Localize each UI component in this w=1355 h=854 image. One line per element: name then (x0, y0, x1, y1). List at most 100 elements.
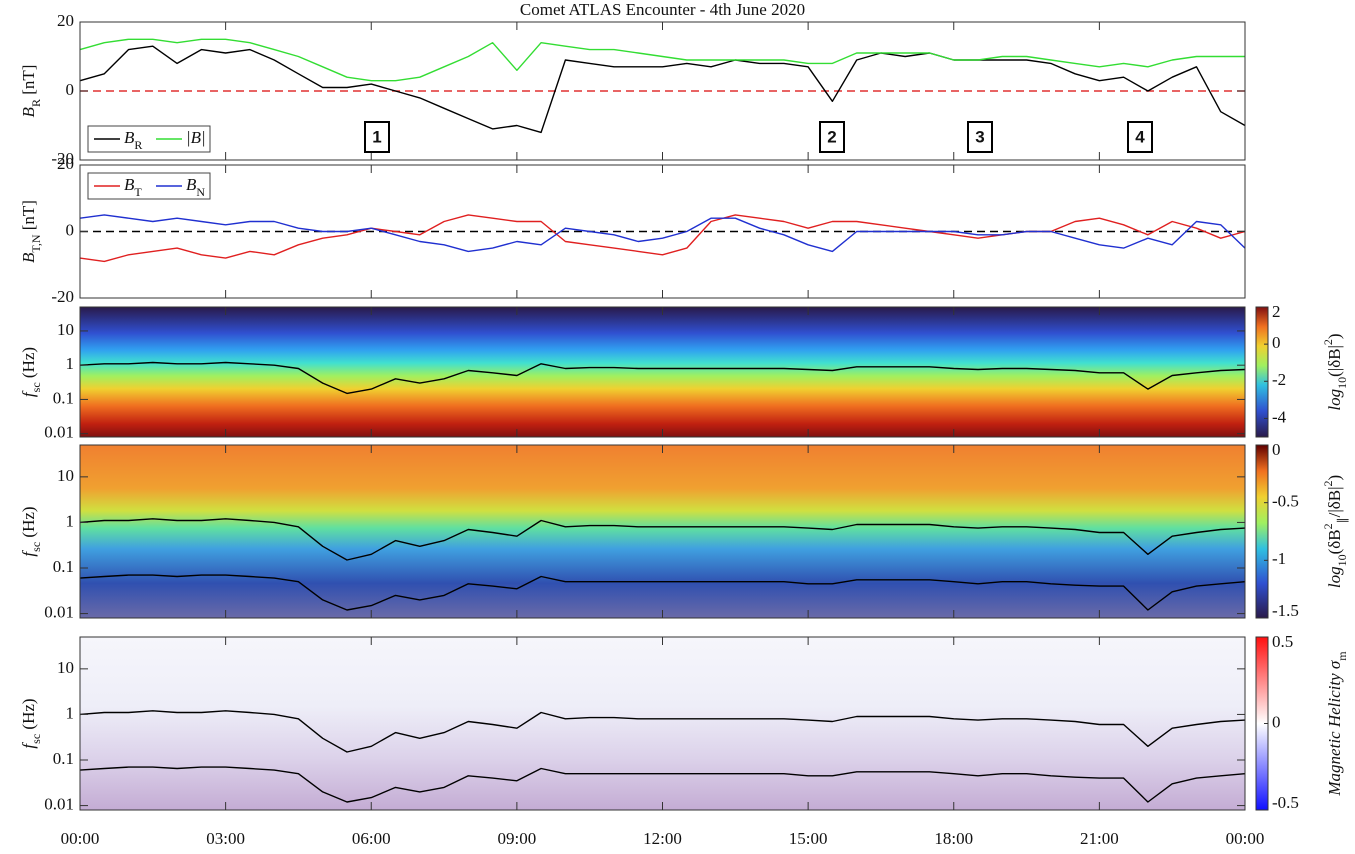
y-tick-label: 10 (57, 658, 74, 677)
y-tick-label: 10 (57, 466, 74, 485)
label-part: [nT] (19, 65, 38, 99)
y-tick-label: 0 (66, 80, 75, 99)
x-tick-label: 09:00 (498, 829, 537, 848)
label-part: Magnetic Helicity σ (1325, 660, 1344, 797)
label-part: B (124, 128, 135, 147)
label-part: N (196, 185, 205, 199)
y-tick-label: 0.1 (53, 388, 74, 407)
y-tick-label: 0.01 (44, 794, 74, 813)
x-tick-label: 15:00 (789, 829, 828, 848)
colorbar-tick-label: 0 (1272, 440, 1281, 459)
series-line (79, 710, 1246, 753)
label-part: (Hz) (19, 698, 38, 733)
chart-title: Comet ATLAS Encounter - 4th June 2020 (520, 0, 805, 19)
colorbar (1255, 306, 1269, 438)
legend-label: BT (124, 175, 142, 199)
x-tick-label: 06:00 (352, 829, 391, 848)
y-tick-label: 0.01 (44, 423, 74, 442)
y-axis-label: fsc (Hz) (19, 698, 43, 748)
label-part: m (1335, 651, 1349, 661)
label-part: R (134, 138, 142, 152)
y-axis-label: BR [nT] (19, 65, 43, 118)
colorbar (1255, 444, 1269, 619)
colorbar-tick-label: 0 (1272, 712, 1281, 731)
label-part: f (19, 390, 38, 397)
y-tick-label: 20 (57, 11, 74, 30)
x-tick-label: 00:00 (61, 829, 100, 848)
spectrogram (80, 307, 1245, 437)
label-part: (Hz) (19, 506, 38, 541)
label-part: B (19, 106, 38, 117)
label-part: T (134, 185, 142, 199)
legend-label: |B| (186, 128, 206, 147)
y-axis-label: fsc (Hz) (19, 347, 43, 397)
label-part: f (19, 742, 38, 749)
legend-label: BN (186, 175, 205, 199)
label-part: sc (29, 734, 43, 744)
label-part: (δB (1325, 529, 1344, 554)
annotation: 3 (975, 127, 984, 146)
label-part: |B| (186, 128, 206, 147)
series-line (79, 214, 1246, 253)
y-tick-label: -20 (51, 287, 74, 306)
y-tick-label: 0.1 (53, 749, 74, 768)
label-part: B (124, 175, 135, 194)
series-line (79, 38, 1245, 82)
colorbar-label: Magnetic Helicity σm (1325, 651, 1349, 797)
colorbar-tick-label: -0.5 (1272, 793, 1299, 812)
y-tick-label: 1 (66, 511, 75, 530)
annotation-box (967, 121, 993, 153)
spectrogram (80, 637, 1245, 810)
colorbar-tick-label: -1 (1272, 549, 1286, 568)
colorbar-tick-label: -2 (1272, 370, 1286, 389)
annotation-box (819, 121, 845, 153)
y-tick-label: 10 (57, 320, 74, 339)
series-line (79, 518, 1246, 561)
label-part: (Hz) (19, 347, 38, 382)
series-line (79, 574, 1246, 611)
spectrogram (80, 445, 1245, 618)
label-part: ) (1325, 475, 1344, 481)
colorbar-tick-label: 2 (1272, 302, 1281, 321)
label-part: [nT] (19, 200, 38, 234)
annotation: 1 (372, 127, 381, 146)
colorbar-tick-label: -1.5 (1272, 601, 1299, 620)
x-tick-label: 12:00 (643, 829, 682, 848)
y-tick-label: 0 (66, 220, 75, 239)
colorbar-tick-label: -0.5 (1272, 492, 1299, 511)
y-tick-label: 1 (66, 354, 75, 373)
annotation-box (364, 121, 390, 153)
annotation: 4 (1135, 127, 1145, 146)
label-part: /|δB| (1325, 487, 1344, 518)
y-tick-label: 0.1 (53, 557, 74, 576)
label-part: log (1325, 566, 1344, 588)
x-tick-label: 00:00 (1226, 829, 1265, 848)
colorbar-tick-label: 0.5 (1272, 632, 1293, 651)
label-part: ) (1325, 333, 1344, 339)
label-part: sc (29, 382, 43, 392)
legend-label: BR (124, 128, 142, 152)
label-part: (|δB| (1325, 345, 1344, 377)
y-tick-label: 1 (66, 703, 75, 722)
series-line (79, 45, 1246, 134)
label-part: B (19, 252, 38, 263)
label-part: log (1325, 389, 1344, 411)
label-part: T,N (29, 234, 43, 252)
label-part: 2 (1321, 339, 1335, 345)
y-tick-label: 0.01 (44, 602, 74, 621)
colorbar-tick-label: 0 (1272, 333, 1281, 352)
x-tick-label: 18:00 (934, 829, 973, 848)
label-part: 2 (1321, 523, 1335, 529)
y-axis-label: BT,N [nT] (19, 200, 43, 263)
x-tick-label: 03:00 (206, 829, 245, 848)
label-part: R (29, 99, 43, 107)
x-tick-label: 21:00 (1080, 829, 1119, 848)
label-part: B (186, 175, 197, 194)
label-part: f (19, 550, 38, 557)
annotation: 2 (827, 127, 836, 146)
colorbar-label: log10(δB2∥/|δB|2) (1321, 475, 1349, 588)
series-line (79, 766, 1246, 803)
label-part: sc (29, 542, 43, 552)
colorbar-label: log10(|δB|2) (1321, 333, 1349, 410)
